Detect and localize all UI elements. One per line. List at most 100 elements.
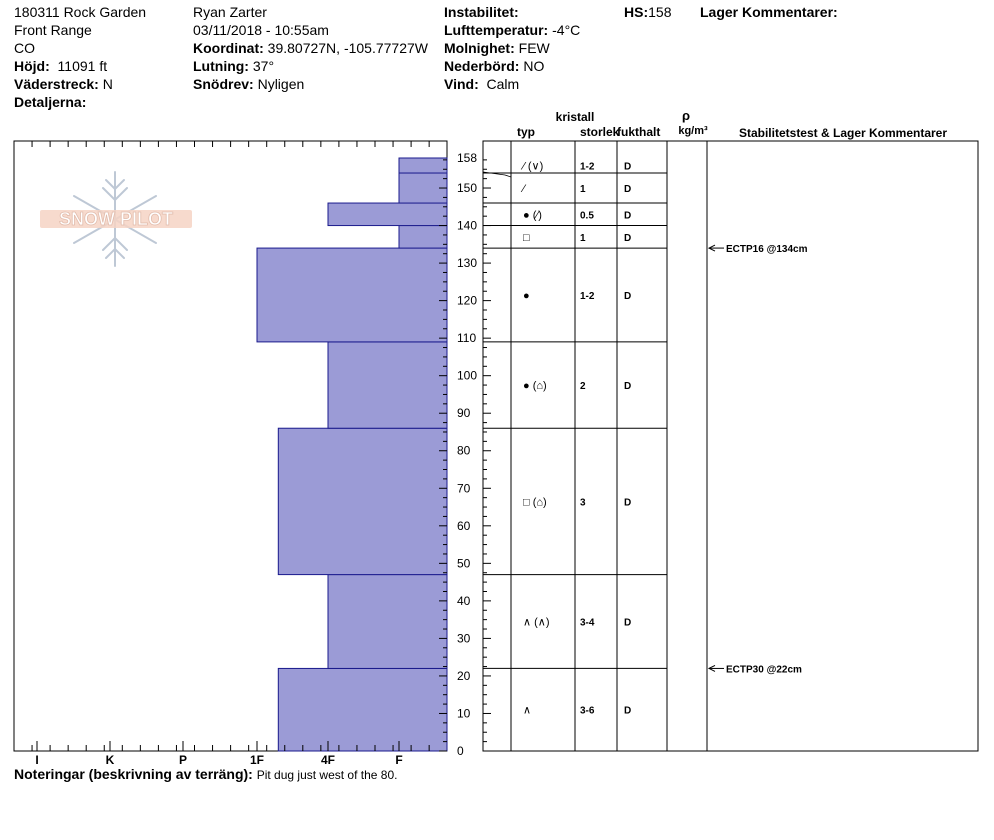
- hardness-tick-label: P: [179, 753, 187, 767]
- grain-type-symbol: ∧: [523, 705, 531, 717]
- grain-type-symbol: ⁄: [520, 183, 527, 195]
- depth-tick-label: 70: [457, 481, 471, 495]
- stability-test-label: ECTP16 @134cm: [726, 244, 808, 255]
- depth-axis: 0 10 20 30 40 50 60 70 80 90 100 110 120 130 140 150 158: [439, 151, 491, 758]
- depth-tick-label: 40: [457, 594, 471, 608]
- grain-type-symbol: □ (⌂): [523, 496, 547, 508]
- grain-type-symbol: ● (⁄): [523, 209, 542, 221]
- grain-size-value: 3-4: [580, 618, 595, 629]
- grain-size-value: 1-2: [580, 291, 595, 302]
- col-header-type: typ: [517, 125, 535, 139]
- site-name: 180311 Rock Garden: [14, 4, 147, 20]
- grain-type-symbol: ●: [523, 290, 530, 302]
- col-header-size: storlek: [580, 125, 620, 139]
- grain-type-symbol: ⁄ (∨): [520, 161, 543, 173]
- moisture-value: D: [624, 184, 631, 195]
- air-temp-row: Lufttemperatur: -4°C: [444, 21, 580, 39]
- depth-tick-label: 80: [457, 444, 471, 458]
- grain-type-symbol: ● (⌂): [523, 380, 547, 392]
- hardness-tick-label: 4F: [321, 753, 335, 767]
- grain-size-value: 1: [580, 233, 586, 244]
- snowpilot-logo: SNOW PILOT: [40, 171, 192, 267]
- air-temp-label: Lufttemperatur:: [444, 22, 549, 38]
- hardness-bars: [256, 157, 448, 752]
- moisture-value: D: [624, 497, 631, 508]
- depth-tick-label: 158: [457, 151, 477, 165]
- depth-tick-label: 60: [457, 519, 471, 533]
- stability-test-arrowhead: [707, 664, 716, 672]
- grain-size-value: 3: [580, 497, 586, 508]
- observation-datetime: 03/11/2018 - 10:55am: [193, 22, 329, 38]
- layer-comments-header: Lager Kommentarer:: [700, 3, 838, 21]
- coord-row: Koordinat: 39.80727N, -105.77727W: [193, 39, 428, 57]
- elevation-value: 11091 ft: [57, 58, 108, 74]
- precip-row: Nederbörd: NO: [444, 57, 580, 75]
- logo-banner: [40, 210, 192, 228]
- elevation-row: Höjd: 11091 ft: [14, 57, 146, 75]
- grain-size-value: 0.5: [580, 210, 594, 221]
- precip-value: NO: [523, 58, 545, 74]
- hardness-bar: [327, 341, 448, 429]
- stability-test-arrowhead: [707, 244, 716, 252]
- notes-row: Noteringar (beskrivning av terräng): Pit…: [14, 766, 397, 782]
- depth-tick-label: 110: [457, 331, 476, 345]
- hardness-bar: [277, 427, 448, 576]
- depth-tick-label: 130: [457, 256, 477, 270]
- wind-row: Vind: Calm: [444, 75, 580, 93]
- depth-tick-label: 140: [457, 219, 477, 233]
- depth-tick-label: 120: [457, 294, 477, 308]
- hs-row: HS:158: [624, 3, 671, 21]
- notes-text: Pit dug just west of the 80.: [256, 768, 398, 782]
- details-label: Detaljerna:: [14, 94, 87, 110]
- moisture-value: D: [624, 162, 631, 173]
- moisture-value: D: [624, 381, 631, 392]
- stability-test-label: ECTP30 @22cm: [726, 664, 802, 675]
- hardness-tick-label: 1F: [250, 753, 264, 767]
- instability-label: Instabilitet:: [444, 4, 519, 20]
- grain-size-value: 2: [580, 381, 586, 392]
- col-header-moisture: fukthalt: [617, 125, 660, 139]
- col-header-density-unit: kg/m³: [678, 125, 708, 137]
- aspect-value: N: [102, 76, 113, 92]
- moisture-value: D: [624, 706, 631, 717]
- hardness-bar: [398, 225, 448, 249]
- sky-row: Molnighet: FEW: [444, 39, 580, 57]
- grain-size-value: 1-2: [580, 162, 595, 173]
- hardness-bar: [277, 667, 448, 752]
- air-temp-value: -4°C: [552, 22, 581, 38]
- hardness-tick-label: F: [395, 753, 402, 767]
- hardness-tick-label: K: [106, 753, 115, 767]
- hardness-bar: [327, 574, 448, 669]
- moisture-value: D: [624, 291, 631, 302]
- hardness-bar: [256, 247, 448, 343]
- state-name: CO: [14, 40, 35, 56]
- hardness-axis: I K P 1F 4F F: [13, 141, 430, 767]
- wind-value: Calm: [486, 76, 520, 92]
- moisture-value: D: [624, 618, 631, 629]
- slope-value: 37°: [252, 58, 275, 74]
- depth-tick-label: 30: [457, 631, 471, 645]
- wind-loading-row: Snödrev: Nyligen: [193, 75, 428, 93]
- coord-label: Koordinat:: [193, 40, 264, 56]
- sky-label: Molnighet:: [444, 40, 515, 56]
- grain-size-value: 3-6: [580, 706, 595, 717]
- slope-row: Lutning: 37°: [193, 57, 428, 75]
- sky-value: FEW: [518, 40, 550, 56]
- aspect-row: Väderstreck: N: [14, 75, 146, 93]
- aspect-label: Väderstreck:: [14, 76, 99, 92]
- depth-tick-label: 90: [457, 406, 471, 420]
- precip-label: Nederbörd:: [444, 58, 520, 74]
- coord-value: 39.80727N, -105.77727W: [267, 40, 428, 56]
- col-header-crystal: kristall: [556, 110, 595, 124]
- layer-comments-label: Lager Kommentarer:: [700, 4, 838, 20]
- range-name: Front Range: [14, 22, 92, 38]
- elevation-label: Höjd:: [14, 58, 50, 74]
- grain-type-symbol: ∧ (∧): [523, 617, 550, 629]
- hardness-bar: [327, 202, 448, 227]
- logo-text: SNOW PILOT: [59, 209, 173, 229]
- layer-table-frame: [482, 140, 979, 752]
- hardness-tick-label: I: [35, 753, 38, 767]
- hs-label: HS:: [624, 4, 649, 20]
- slope-label: Lutning:: [193, 58, 249, 74]
